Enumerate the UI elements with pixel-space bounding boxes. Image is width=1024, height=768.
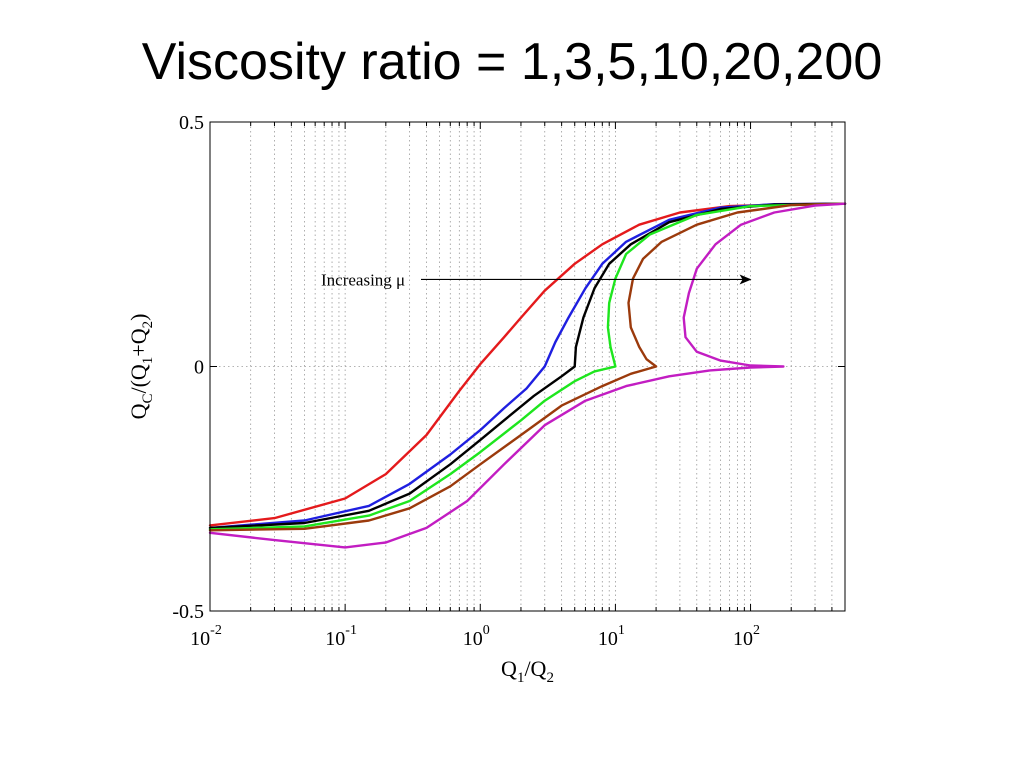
grid [209,121,846,612]
y-tick-label: 0 [194,357,204,379]
series-line-4 [208,202,847,531]
annotation: Increasing μ [321,270,752,289]
y-tick-label: 0.5 [179,112,204,134]
x-tick-exponent: -2 [210,623,222,638]
x-label-sub2: 2 [546,670,554,686]
y-label-s3: 2 [140,321,156,329]
x-label-main1: Q [501,656,517,681]
x-tick-label: 100 [463,623,490,650]
x-tick-label: 10-1 [325,623,357,650]
tick-labels: 0.50-0.510-2 10-1 100 101 102 [172,112,760,650]
plot-frame [209,121,846,612]
y-axis-label: QC/(Q1+Q2) [126,314,156,420]
x-tick-label: 102 [733,623,760,650]
x-label-sub1: 1 [517,670,525,686]
x-label-main2: /Q [524,656,546,681]
x-tick-base: 10 [598,628,618,650]
y-label-s2: 1 [140,357,156,365]
y-label-p2: /(Q [126,364,151,393]
x-tick-base: 10 [463,628,483,650]
x-tick-base: 10 [325,628,345,650]
slide-title: Viscosity ratio = 1,3,5,10,20,200 [141,33,883,91]
y-label-s1: C [140,394,156,404]
x-tick-exponent: 0 [483,623,490,638]
series-group [208,202,847,549]
series-line-2 [208,202,847,530]
x-tick-base: 10 [733,628,753,650]
series-line-6 [208,202,847,549]
x-tick-base: 10 [190,628,210,650]
y-label-p3: +Q [126,328,151,356]
series-line-3 [208,202,847,530]
y-label-p4: ) [126,314,151,321]
annotation-text: Increasing μ [321,270,405,289]
x-tick-exponent: 1 [618,623,625,638]
x-tick-exponent: 2 [753,623,760,638]
y-tick-label: -0.5 [172,601,204,623]
y-label-p1: Q [126,403,151,419]
x-tick-label: 101 [598,623,625,650]
x-axis-label: Q1/Q2 [501,656,554,686]
x-tick-label: 10-2 [190,623,222,650]
series-line-5 [208,202,847,532]
x-tick-exponent: -1 [345,623,357,638]
series-line-1 [208,202,847,527]
